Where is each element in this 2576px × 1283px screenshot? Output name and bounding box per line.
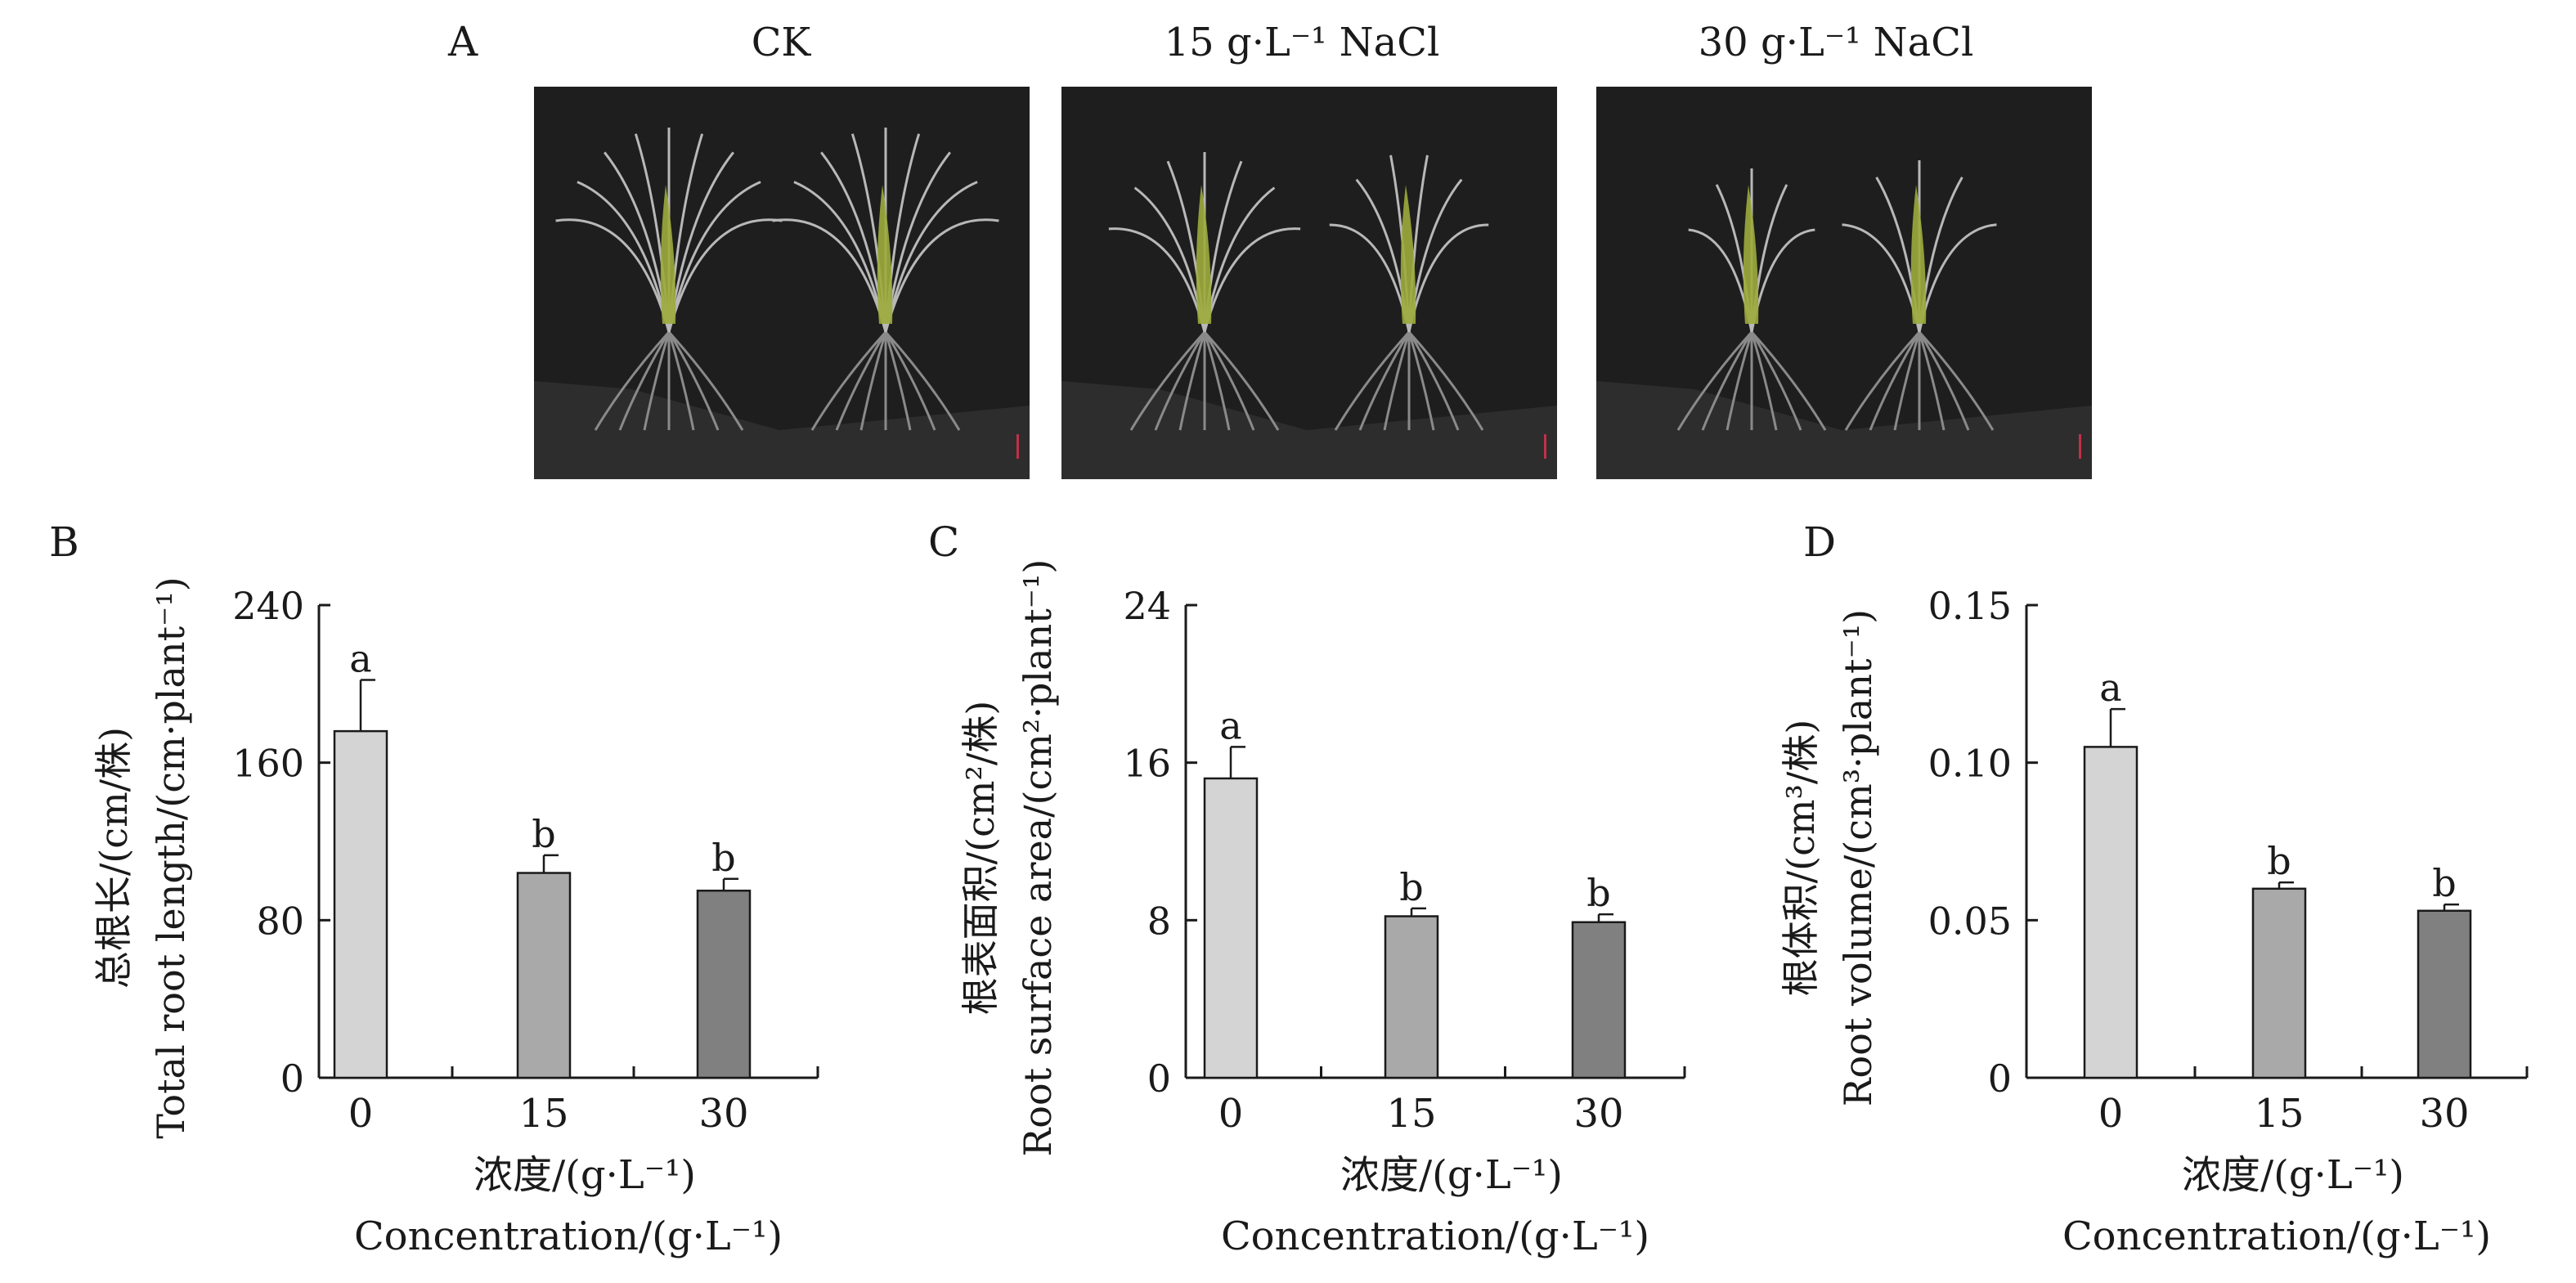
y-tick-label: 0.10 (1928, 742, 2012, 786)
seedling (1676, 168, 1827, 431)
y-tick-label: 16 (1123, 742, 1171, 786)
bar (2417, 909, 2472, 1079)
y-tick-label: 0 (1147, 1056, 1171, 1101)
y-axis-title-en: Total root length/(cm·plant⁻¹) (149, 576, 193, 1138)
y-axis-title-cn: 总根长/(cm/株) (92, 727, 136, 989)
photo-title-30: 30 g·L⁻¹ NaCl (1699, 20, 1974, 65)
panel-label: B (49, 518, 79, 566)
y-tick-label: 80 (256, 899, 304, 943)
y-tick-label: 24 (1123, 584, 1171, 628)
bar (1203, 777, 1259, 1079)
y-tick-label: 8 (1147, 899, 1171, 943)
panel-label: C (928, 518, 959, 566)
x-axis-title-en: Concentration/(g·L⁻¹) (354, 1213, 783, 1259)
x-tick-label: 15 (518, 1091, 568, 1137)
bar (696, 889, 752, 1079)
scale-bar (1544, 434, 1546, 459)
y-axis-title-cn: 根表面积/(cm²/株) (958, 701, 1003, 1016)
x-tick-label: 0 (2098, 1091, 2124, 1137)
x-axis-title-en: Concentration/(g·L⁻¹) (1221, 1213, 1649, 1259)
y-axis-title-en: Root surface area/(cm²·plant⁻¹) (1016, 559, 1060, 1157)
photo-title-15: 15 g·L⁻¹ NaCl (1165, 20, 1440, 65)
photo-panel-30 (1596, 87, 2092, 479)
seedling (1842, 160, 1997, 431)
significance-letter: b (532, 812, 555, 856)
seedling (772, 128, 999, 431)
significance-letter: b (2432, 861, 2456, 905)
seedling (1329, 155, 1489, 431)
significance-letter: a (349, 637, 371, 681)
photo-title-ck: CK (752, 20, 812, 65)
bar (516, 872, 572, 1079)
scale-bar (2079, 434, 2081, 459)
y-tick-label: 0.05 (1928, 899, 2012, 943)
x-tick-label: 30 (1573, 1091, 1623, 1137)
chart-d: D 0 0.05 0.10 0.15 a 0 b 15 b 30 浓度/(g·L⁻¹) Concentr… (1779, 518, 2529, 1259)
significance-letter: b (711, 836, 735, 880)
photo-panel-ck (534, 87, 1030, 479)
y-axis-title-cn: 根体积/(cm³/株) (1779, 720, 1823, 997)
bar (2251, 887, 2307, 1079)
significance-letter: a (1219, 703, 1241, 747)
y-axis-title-en: Root volume/(cm³·plant⁻¹) (1836, 609, 1880, 1106)
scale-bar (1016, 434, 1019, 459)
panel-label: D (1803, 518, 1836, 566)
bar (2083, 746, 2138, 1079)
y-tick-label: 0 (280, 1056, 304, 1101)
significance-letter: b (1586, 871, 1610, 915)
x-tick-label: 0 (1218, 1091, 1244, 1137)
x-axis-title-cn: 浓度/(g·L⁻¹) (1340, 1152, 1563, 1198)
significance-letter: b (1399, 865, 1423, 909)
bar (1571, 921, 1627, 1079)
x-tick-label: 15 (1386, 1091, 1436, 1137)
y-tick-label: 0.15 (1928, 584, 2012, 628)
bar (1384, 915, 1439, 1079)
significance-letter: b (2267, 839, 2291, 883)
panel-label-a: A (447, 18, 478, 65)
seedling (1108, 152, 1301, 431)
y-tick-label: 160 (232, 742, 304, 786)
significance-letter: a (2099, 666, 2121, 710)
x-tick-label: 30 (698, 1091, 748, 1137)
x-axis-title-cn: 浓度/(g·L⁻¹) (473, 1152, 696, 1198)
seedling (555, 128, 783, 431)
x-axis-title-cn: 浓度/(g·L⁻¹) (2182, 1152, 2404, 1198)
x-tick-label: 15 (2254, 1091, 2304, 1137)
photo-panel-15 (1061, 87, 1557, 479)
bar (333, 729, 388, 1079)
y-tick-label: 0 (1988, 1056, 2012, 1101)
x-axis-title-en: Concentration/(g·L⁻¹) (2062, 1213, 2491, 1259)
x-tick-label: 0 (348, 1091, 374, 1137)
y-tick-label: 240 (232, 584, 304, 628)
x-tick-label: 30 (2419, 1091, 2469, 1137)
